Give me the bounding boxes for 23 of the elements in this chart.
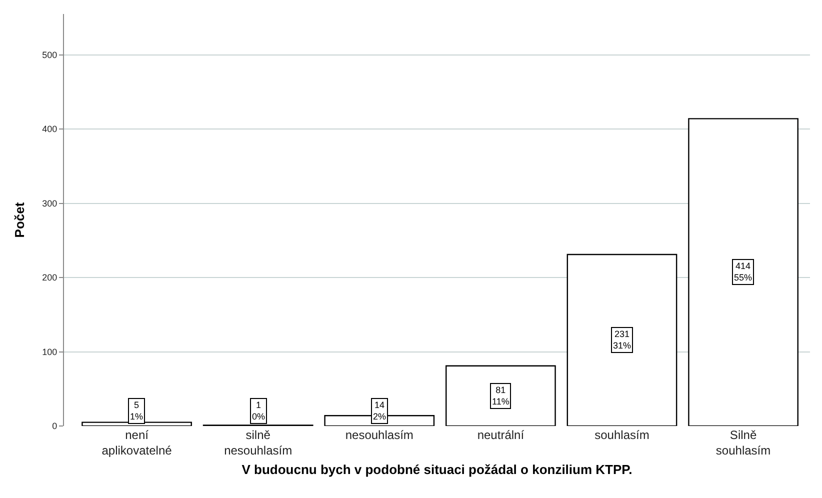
- bar: [446, 365, 556, 426]
- data-label: 81 11%: [492, 385, 510, 407]
- data-label: 1 0%: [252, 400, 266, 422]
- bar: [688, 118, 798, 426]
- x-tick-label: silně nesouhlasím: [224, 428, 292, 458]
- y-axis-title: Počet: [12, 202, 28, 238]
- x-tick-label: Silně souhlasím: [716, 428, 771, 458]
- y-tick-label: 500: [42, 50, 58, 60]
- y-tick-label: 100: [42, 346, 58, 357]
- x-tick-label: není aplikovatelné: [102, 428, 172, 458]
- data-label: 231 31%: [613, 329, 632, 351]
- x-tick-label: neutrální: [477, 428, 525, 442]
- y-tick-label: 0: [52, 421, 58, 432]
- data-label: 5 1%: [130, 400, 144, 422]
- y-tick-label: 200: [42, 272, 58, 283]
- data-label: 14 2%: [373, 400, 386, 422]
- bar: [566, 254, 678, 426]
- y-tick-label: 300: [42, 198, 58, 208]
- y-tick-label: 400: [42, 124, 58, 134]
- x-axis-title: V budoucnu bych v podobné situaci požádal o konzilium KTPP.: [242, 462, 632, 478]
- x-tick-label: nesouhlasím: [345, 428, 414, 442]
- data-label: 414 55%: [734, 261, 752, 283]
- x-tick-label: souhlasím: [594, 428, 650, 442]
